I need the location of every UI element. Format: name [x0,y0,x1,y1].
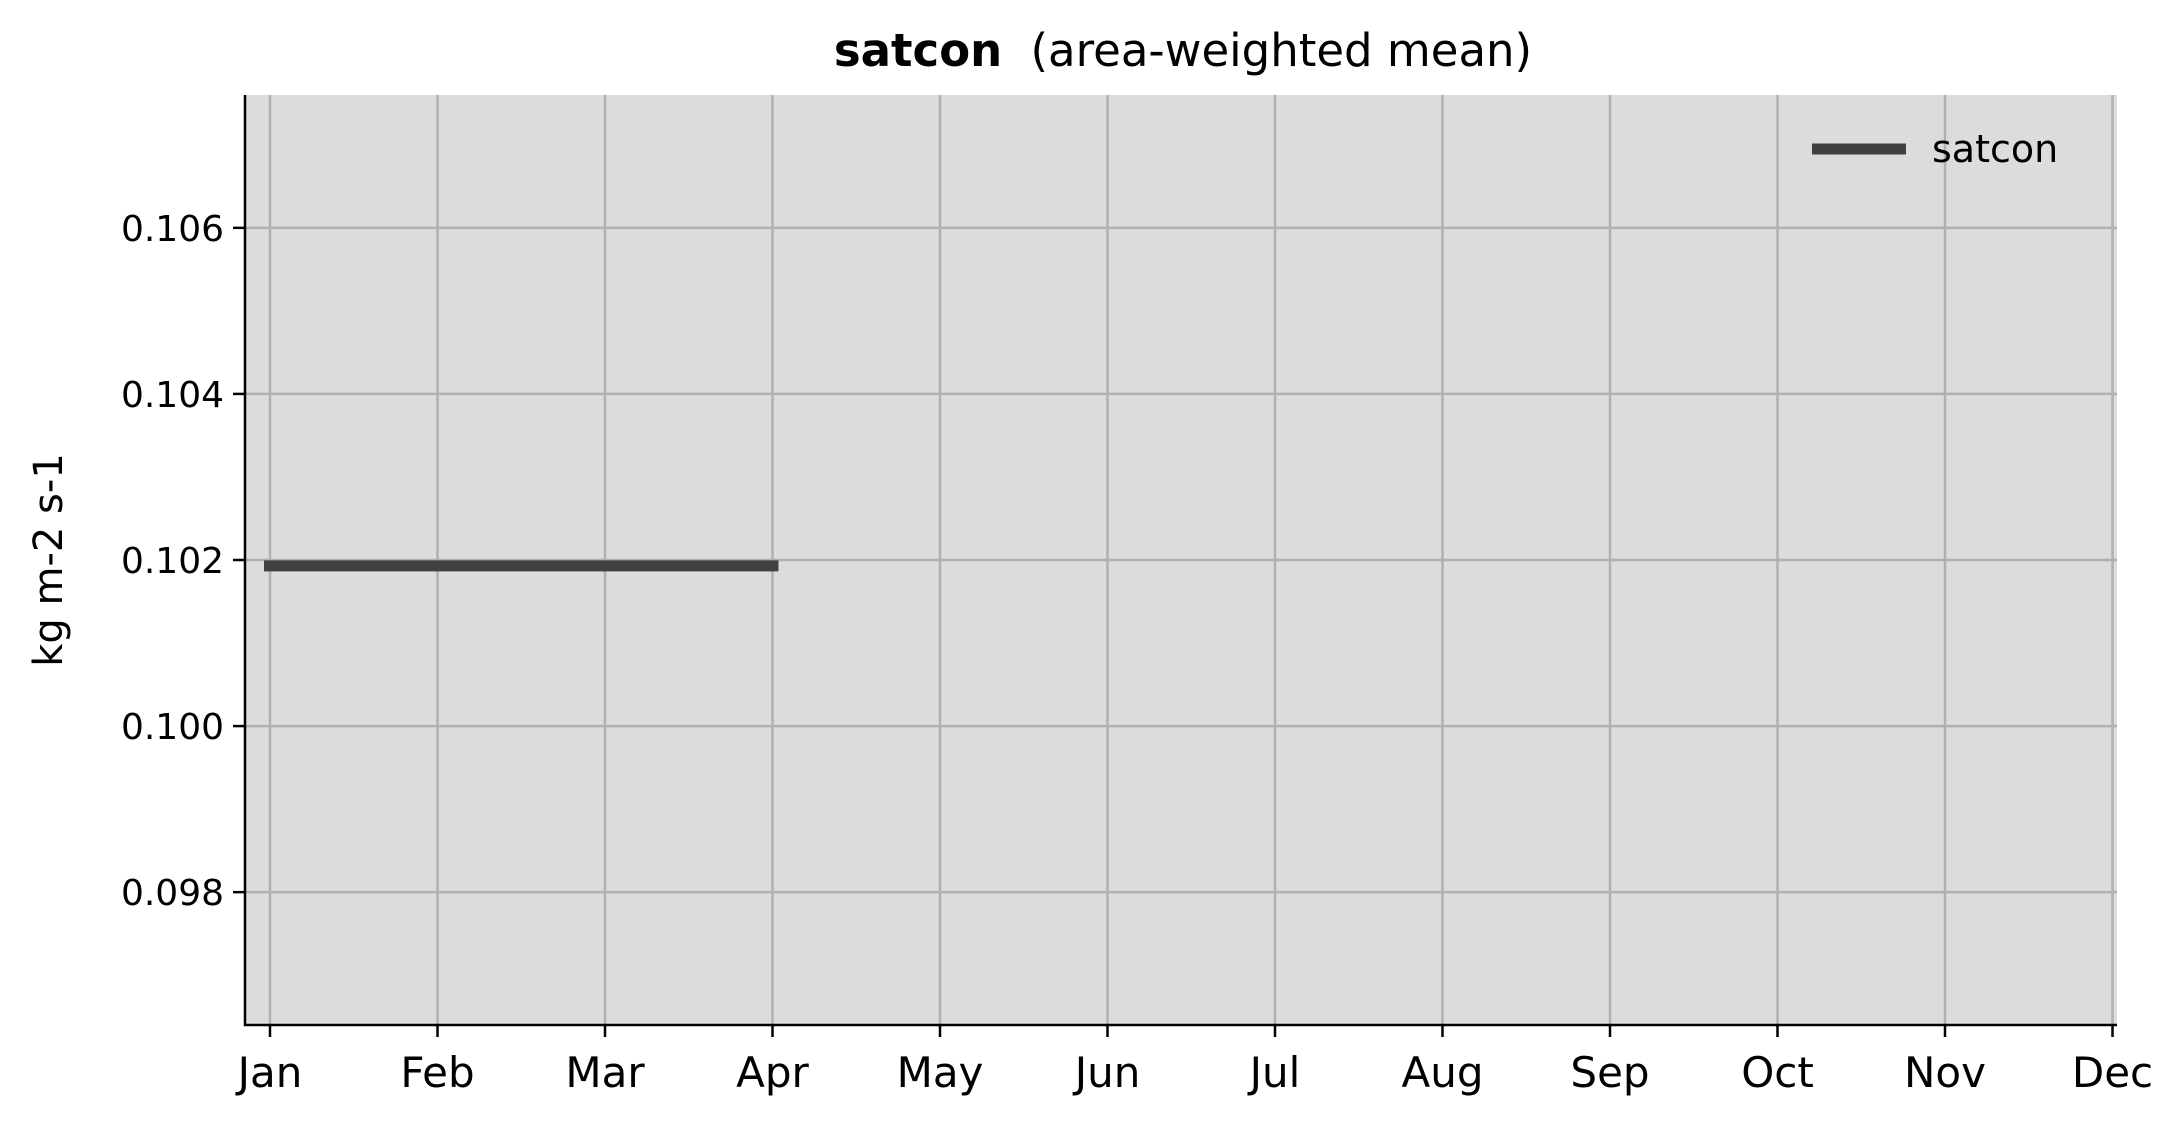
x-tick-label: Nov [1904,1048,1986,1097]
x-tick-label: Dec [2072,1048,2153,1097]
grid-layer [245,95,2117,1025]
y-tick-label: 0.098 [121,873,224,914]
chart-title-main: satcon [834,24,1002,77]
chart-title: satcon (area-weighted mean) [834,24,1532,77]
x-tick-label: May [897,1048,984,1097]
legend-label: satcon [1932,127,2058,171]
x-tick-label: Jun [1072,1048,1141,1097]
chart-title-gap [1016,24,1030,77]
axes-layer: Jan Feb Mar Apr May Jun Jul Aug Sep Oct Nov Dec 0.09… [121,95,2153,1097]
chart-subtitle: (area-weighted mean) [1031,24,1533,77]
x-tick-label: Mar [565,1048,645,1097]
y-tick-label: 0.102 [121,541,224,582]
x-tick-label: Jan [235,1048,303,1097]
legend: satcon [1812,127,2058,171]
x-tick-label: Sep [1570,1048,1649,1097]
y-axis-label: kg m-2 s-1 [26,453,72,667]
x-tick-label: Feb [400,1048,474,1097]
x-tick-label: Apr [736,1048,809,1097]
y-tick-label: 0.106 [121,209,224,250]
y-tick-label: 0.104 [121,375,224,416]
x-tick-label: Oct [1741,1048,1814,1097]
x-tick-label: Jul [1247,1048,1301,1097]
x-tick-label: Aug [1401,1048,1483,1097]
y-tick-label: 0.100 [121,707,224,748]
